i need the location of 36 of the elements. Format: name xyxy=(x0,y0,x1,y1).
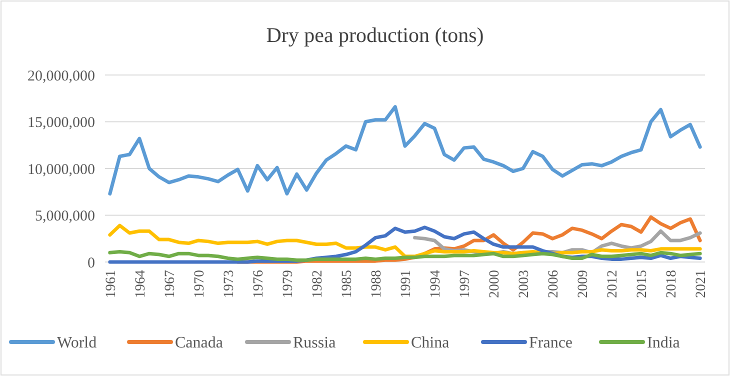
x-tick-label: 2018 xyxy=(664,270,680,298)
x-tick-label: 1964 xyxy=(133,270,148,298)
x-tick-label: 1985 xyxy=(340,270,355,298)
line-series xyxy=(108,250,702,262)
y-tick-label: 15,000,000 xyxy=(28,115,95,131)
x-tick-label: 2003 xyxy=(516,270,532,298)
x-tick-label: 2021 xyxy=(694,270,709,298)
legend-label: Canada xyxy=(175,334,223,352)
line-series xyxy=(108,224,702,258)
x-tick-label: 1982 xyxy=(310,270,326,298)
x-tick-label: 1970 xyxy=(192,270,208,298)
x-tick-label: 1967 xyxy=(162,270,178,298)
x-tick-label: 1976 xyxy=(251,270,266,298)
y-tick-label: 0 xyxy=(88,255,95,272)
x-tick-label: 1997 xyxy=(458,270,473,298)
legend-label: Russia xyxy=(293,334,336,352)
chart-title: Dry pea production (tons) xyxy=(266,23,484,47)
x-tick-label: 2000 xyxy=(487,270,502,298)
y-tick-label: 20,000,000 xyxy=(28,68,95,84)
legend-label: India xyxy=(647,334,680,352)
legend-label: China xyxy=(411,334,450,352)
x-tick-label: 2015 xyxy=(634,270,650,298)
y-tick-label: 5,000,000 xyxy=(35,208,95,224)
x-tick-label: 1994 xyxy=(428,270,444,298)
x-tick-label: 1991 xyxy=(398,270,414,298)
x-tick-label: 1973 xyxy=(222,270,237,298)
x-tick-label: 2006 xyxy=(546,270,562,298)
x-tick-label: 2009 xyxy=(576,270,591,298)
line-series xyxy=(108,105,702,196)
y-tick-label: 10,000,000 xyxy=(28,162,95,178)
legend-label: France xyxy=(529,334,573,352)
x-tick-label: 2012 xyxy=(605,270,620,298)
x-tick-label: 1979 xyxy=(280,270,296,298)
legend-label: World xyxy=(57,334,97,352)
x-tick-label: 1961 xyxy=(104,270,119,298)
x-tick-label: 1988 xyxy=(369,270,384,298)
